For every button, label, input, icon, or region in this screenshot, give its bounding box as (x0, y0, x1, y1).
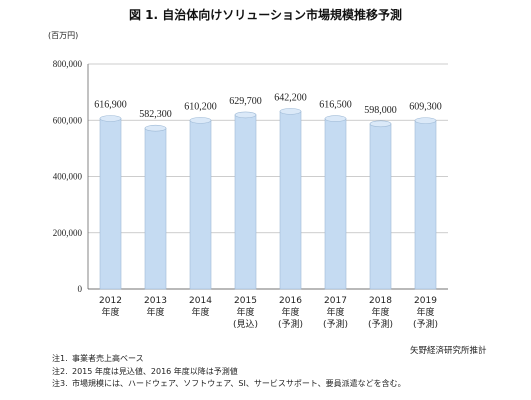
data-label: 616,900 (94, 99, 127, 110)
x-tick-label: 2018 (369, 296, 392, 306)
note-2-text: 2015 年度は見込値、2016 年度以降は予測値 (72, 366, 238, 376)
y-tick-label: 400,000 (53, 172, 83, 182)
note-1-text: 事業者売上高ベース (72, 354, 144, 363)
x-tick-label: 年度 (101, 306, 119, 318)
y-tick-label: 200,000 (53, 228, 83, 238)
x-tick-label: 2016 (279, 296, 302, 306)
bar (234, 114, 257, 290)
bar (189, 120, 212, 290)
x-tick-label: 年度 (281, 306, 299, 318)
note-3-mark: 注3. (52, 379, 68, 388)
bar (324, 118, 347, 290)
bar-cap (99, 115, 122, 122)
y-tick-label: 0 (78, 284, 83, 294)
x-tick-label: (予測) (368, 318, 393, 330)
bar-cap (279, 108, 302, 115)
data-label: 629,700 (229, 96, 262, 107)
bar-cap (189, 117, 212, 124)
x-tick-label: 年度 (416, 306, 434, 318)
x-tick-label: 2019 (414, 296, 437, 306)
bar-cap (144, 124, 167, 132)
data-label: 616,500 (319, 100, 352, 111)
x-tick-label: 2017 (324, 296, 347, 306)
bar (369, 123, 392, 290)
bar (99, 118, 122, 290)
bar-cap (234, 111, 257, 119)
data-label: 610,200 (184, 101, 217, 112)
x-tick-label: 年度 (371, 306, 389, 318)
notes: 注1. 事業者売上高ベース 注2. 2015 年度は見込値、2016 年度以降は予測… (52, 353, 406, 391)
y-axis-unit-label: (百万円) (48, 31, 79, 40)
x-tick-label: 年度 (326, 306, 344, 318)
bar-cap (414, 117, 437, 124)
note-1: 注1. 事業者売上高ベース (52, 353, 406, 366)
x-tick-label: (予測) (413, 318, 438, 330)
x-tick-label: 年度 (236, 306, 254, 318)
note-2: 注2. 2015 年度は見込値、2016 年度以降は予測値 (52, 366, 406, 379)
x-tick-label: 年度 (191, 306, 209, 318)
x-tick-label: (予測) (323, 318, 348, 330)
data-label: 582,300 (139, 109, 172, 120)
bar (144, 127, 167, 290)
x-tick-label: 2012 (99, 296, 122, 306)
bar (279, 111, 302, 290)
chart-title: 図 1. 自治体向けソリューション市場規模推移予測 (128, 8, 403, 22)
note-2-mark: 注2. (52, 366, 68, 376)
note-3-text: 市場規模には、ハードウェア、ソフトウェア、SI、サービスサポート、要員派遣などを… (72, 379, 406, 388)
x-tick-label: 2013 (144, 296, 167, 306)
y-tick-label: 800,000 (53, 59, 83, 69)
source-credit: 矢野経済研究所推計 (410, 346, 487, 356)
note-3: 注3. 市場規模には、ハードウェア、ソフトウェア、SI、サービスサポート、要員派遣… (52, 378, 406, 391)
y-tick-label: 600,000 (53, 115, 83, 125)
data-label: 609,300 (409, 102, 442, 113)
data-label: 598,000 (364, 105, 397, 116)
x-tick-label: (予測) (278, 318, 303, 330)
x-tick-label: (見込) (233, 319, 258, 330)
x-tick-label: 2014 (189, 296, 212, 306)
data-label: 642,200 (274, 92, 307, 103)
x-tick-label: 2015 (234, 296, 257, 306)
note-1-mark: 注1. (52, 354, 68, 363)
bar (414, 120, 437, 290)
bar-cap (369, 120, 392, 128)
x-tick-label: 年度 (146, 306, 164, 318)
bar-cap (324, 115, 347, 122)
